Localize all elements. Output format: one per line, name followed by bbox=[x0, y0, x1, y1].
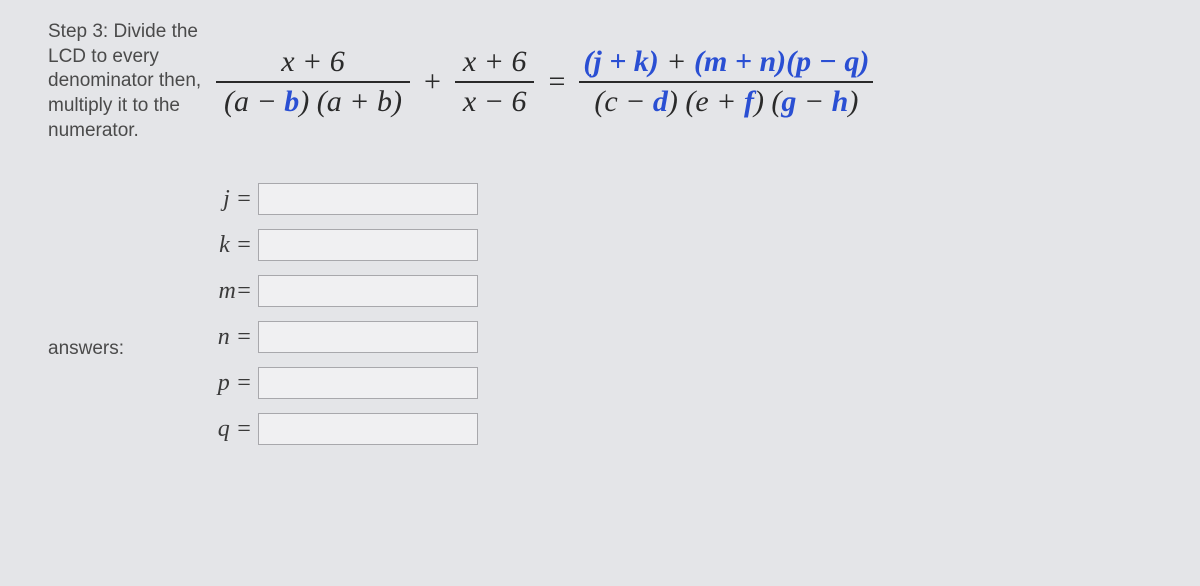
frac3-denominator: (c − d) (e + f) (g − h) bbox=[590, 83, 862, 121]
field-j-input[interactable] bbox=[258, 183, 478, 215]
frac3-numerator: (j + k) + (m + n)(p − q) bbox=[579, 43, 873, 81]
frac3-f: f bbox=[744, 85, 754, 118]
field-n: n = bbox=[208, 321, 478, 353]
frac3-pq: (p − q) bbox=[786, 45, 869, 78]
field-k-label: k = bbox=[208, 232, 258, 259]
frac1-den-part: ) bbox=[392, 85, 402, 118]
frac2-numerator: x + 6 bbox=[455, 43, 535, 81]
frac1-denominator: (a − b) (a + b) bbox=[216, 83, 410, 121]
field-n-label: n = bbox=[208, 324, 258, 351]
field-m-label: m= bbox=[208, 278, 258, 305]
fraction-2: x + 6 x − 6 bbox=[455, 43, 535, 121]
page-container: Step 3: Divide the LCD to every denomina… bbox=[0, 0, 1200, 586]
fraction-3: (j + k) + (m + n)(p − q) (c − d) (e + f)… bbox=[579, 43, 873, 121]
field-n-input[interactable] bbox=[258, 321, 478, 353]
frac3-den-part: ) ( bbox=[754, 85, 781, 118]
field-m-input[interactable] bbox=[258, 275, 478, 307]
field-j: j = bbox=[208, 183, 478, 215]
frac3-h: h bbox=[832, 85, 849, 118]
frac1-den-part: (a − bbox=[224, 85, 284, 118]
field-q: q = bbox=[208, 413, 478, 445]
frac1-den-part: ) (a + bbox=[299, 85, 377, 118]
field-p: p = bbox=[208, 367, 478, 399]
frac3-den-part: ) (e + bbox=[668, 85, 744, 118]
equals-operator: = bbox=[534, 65, 579, 99]
field-m: m= bbox=[208, 275, 478, 307]
frac2-denominator: x − 6 bbox=[455, 83, 535, 121]
frac3-den-part: − bbox=[796, 85, 831, 118]
field-q-input[interactable] bbox=[258, 413, 478, 445]
field-j-label: j = bbox=[208, 186, 258, 213]
frac3-den-part: ) bbox=[848, 85, 858, 118]
answers-row: answers: j = k = m= n = p = bbox=[48, 183, 1200, 445]
field-k-input[interactable] bbox=[258, 229, 478, 261]
answers-label: answers: bbox=[48, 268, 208, 360]
answer-fields: j = k = m= n = p = q = bbox=[208, 183, 478, 445]
fraction-1: x + 6 (a − b) (a + b) bbox=[216, 43, 410, 121]
field-k: k = bbox=[208, 229, 478, 261]
equation: x + 6 (a − b) (a + b) + x + 6 x − 6 = (j… bbox=[216, 43, 1200, 121]
frac3-plus: + bbox=[659, 45, 694, 78]
top-row: Step 3: Divide the LCD to every denomina… bbox=[48, 20, 1200, 143]
frac3-g: g bbox=[781, 85, 796, 118]
field-p-label: p = bbox=[208, 370, 258, 397]
field-p-input[interactable] bbox=[258, 367, 478, 399]
plus-operator: + bbox=[410, 65, 455, 99]
step-instruction: Step 3: Divide the LCD to every denomina… bbox=[48, 20, 208, 143]
frac3-mn: (m + n) bbox=[694, 45, 786, 78]
frac1-den-b: b bbox=[284, 85, 299, 118]
frac3-den-part: (c − bbox=[594, 85, 653, 118]
field-q-label: q = bbox=[208, 416, 258, 443]
frac3-jk: (j + k) bbox=[583, 45, 658, 78]
frac3-d: d bbox=[653, 85, 668, 118]
frac1-numerator: x + 6 bbox=[273, 43, 353, 81]
frac1-den-b2: b bbox=[377, 85, 392, 118]
